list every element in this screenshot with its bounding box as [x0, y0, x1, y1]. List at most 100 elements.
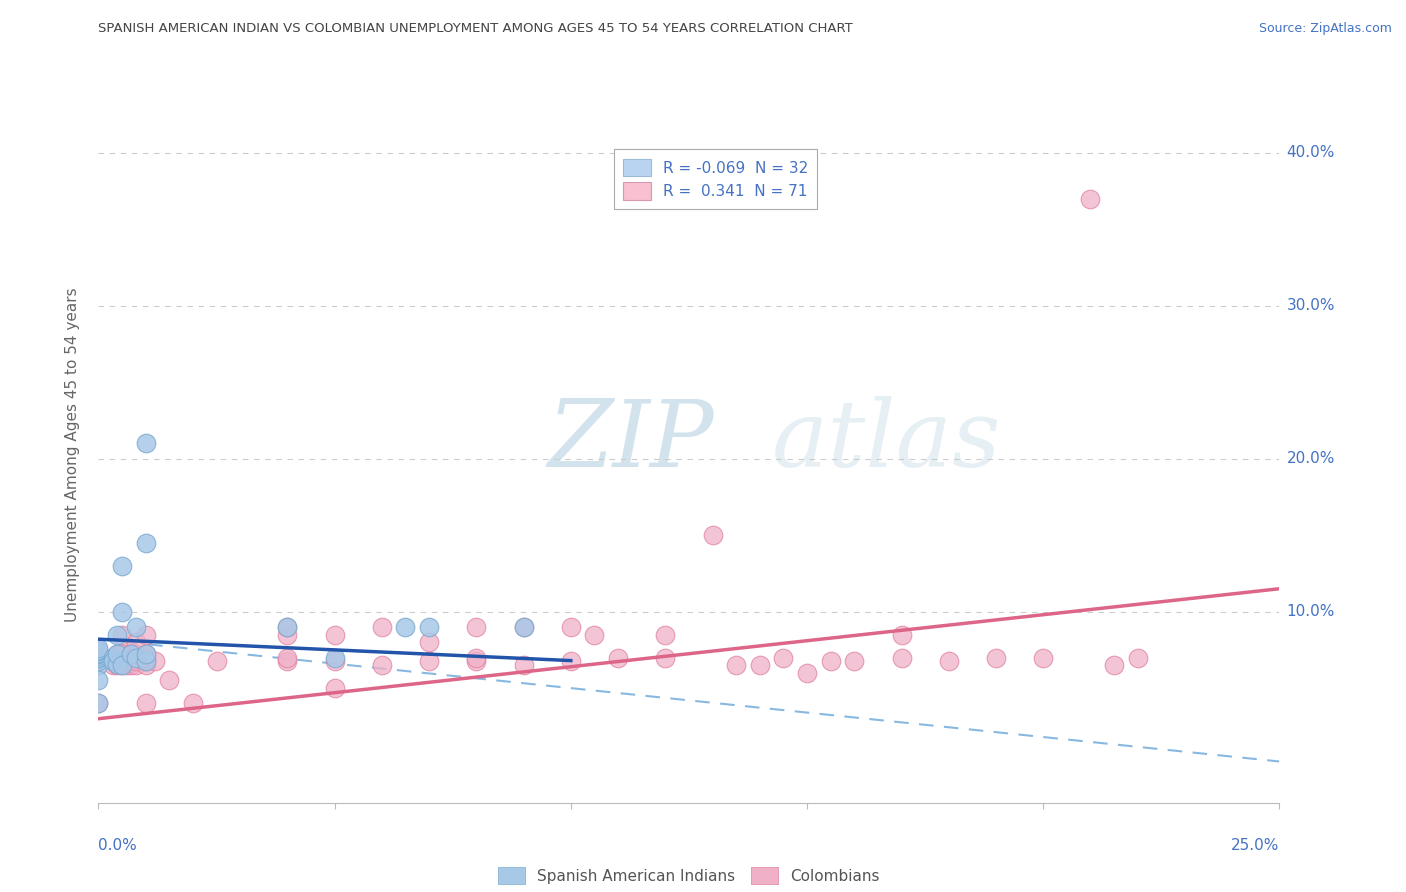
Point [465, 650, 488, 665]
Point [87, 641, 110, 656]
Point [101, 658, 124, 673]
Point [111, 627, 134, 641]
Point [115, 658, 138, 673]
Point [87, 654, 110, 668]
Point [87, 697, 110, 711]
Point [772, 650, 794, 665]
Point [87, 646, 110, 660]
Text: ZIP: ZIP [547, 396, 714, 486]
Point [125, 620, 148, 634]
Point [87, 658, 110, 673]
Point [323, 654, 346, 668]
Point [205, 654, 228, 668]
Point [135, 648, 157, 662]
Point [111, 605, 134, 619]
Point [276, 620, 298, 634]
Text: atlas: atlas [772, 396, 1001, 486]
Point [111, 654, 134, 668]
Point [512, 620, 534, 634]
Point [135, 697, 157, 711]
Point [87, 654, 110, 668]
Point [560, 654, 582, 668]
Point [87, 697, 110, 711]
Point [87, 643, 110, 657]
Point [135, 654, 157, 668]
Point [560, 620, 582, 634]
Point [87, 650, 110, 665]
Point [121, 654, 143, 668]
Point [135, 627, 157, 641]
Point [135, 648, 157, 662]
Point [796, 665, 818, 680]
Point [101, 650, 124, 665]
Point [938, 654, 960, 668]
Point [583, 627, 606, 641]
Point [135, 536, 157, 550]
Point [121, 648, 143, 662]
Text: 0.0%: 0.0% [98, 838, 138, 854]
Point [87, 648, 110, 662]
Text: SPANISH AMERICAN INDIAN VS COLOMBIAN UNEMPLOYMENT AMONG AGES 45 TO 54 YEARS CORR: SPANISH AMERICAN INDIAN VS COLOMBIAN UNE… [98, 22, 853, 36]
Point [323, 681, 346, 695]
Point [394, 620, 416, 634]
Point [87, 658, 110, 673]
Point [111, 558, 134, 573]
Legend: Spanish American Indians, Colombians: Spanish American Indians, Colombians [491, 859, 887, 892]
Point [157, 673, 180, 688]
Point [125, 650, 148, 665]
Text: 25.0%: 25.0% [1232, 838, 1279, 854]
Point [418, 654, 440, 668]
Point [276, 654, 298, 668]
Point [87, 644, 110, 658]
Point [1126, 650, 1149, 665]
Point [725, 658, 748, 673]
Point [465, 620, 488, 634]
Point [276, 627, 298, 641]
Point [135, 650, 157, 665]
Point [87, 650, 110, 665]
Point [654, 627, 676, 641]
Point [181, 697, 204, 711]
Point [121, 646, 143, 660]
Y-axis label: Unemployment Among Ages 45 to 54 years: Unemployment Among Ages 45 to 54 years [65, 287, 80, 623]
Point [125, 654, 148, 668]
Point [105, 658, 128, 673]
Text: 30.0%: 30.0% [1286, 298, 1334, 313]
Point [607, 650, 630, 665]
Point [323, 650, 346, 665]
Point [276, 650, 298, 665]
Point [111, 655, 134, 669]
Point [135, 436, 157, 450]
Point [135, 658, 157, 673]
Point [115, 654, 138, 668]
Text: 10.0%: 10.0% [1286, 604, 1334, 619]
Point [748, 658, 770, 673]
Point [371, 620, 394, 634]
Point [121, 658, 143, 673]
Point [87, 673, 110, 688]
Point [465, 654, 488, 668]
Point [323, 627, 346, 641]
Point [87, 650, 110, 665]
Text: 40.0%: 40.0% [1286, 145, 1334, 161]
Point [105, 657, 128, 671]
Point [105, 654, 128, 668]
Point [105, 627, 128, 641]
Point [820, 654, 842, 668]
Point [890, 650, 912, 665]
Point [101, 654, 124, 668]
Point [111, 648, 134, 662]
Point [125, 648, 148, 662]
Point [101, 654, 124, 668]
Point [418, 620, 440, 634]
Point [125, 658, 148, 673]
Point [702, 528, 724, 542]
Point [1102, 658, 1125, 673]
Point [1080, 192, 1102, 206]
Point [984, 650, 1007, 665]
Point [111, 658, 134, 673]
Point [654, 650, 676, 665]
Point [844, 654, 866, 668]
Point [135, 654, 157, 668]
Point [125, 635, 148, 649]
